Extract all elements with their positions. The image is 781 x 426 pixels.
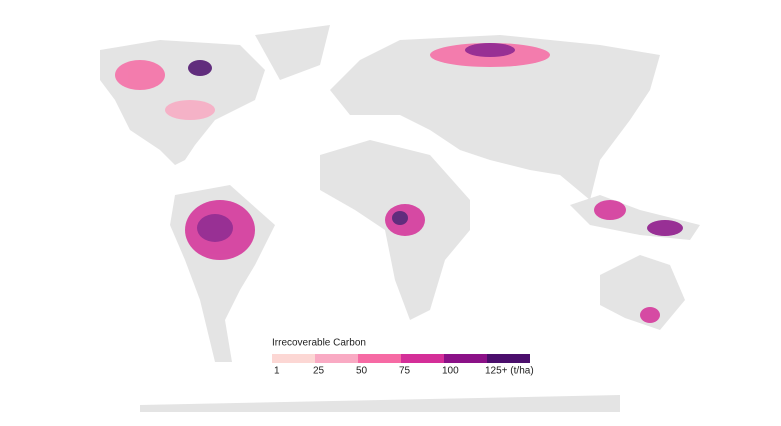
- carbon-overlay: [115, 43, 683, 323]
- borneo: [594, 200, 626, 220]
- legend: Irrecoverable Carbon 1 25 50 75 100 125+ (t/h…: [272, 338, 534, 377]
- eastern-us: [165, 100, 215, 120]
- legend-label: 100: [442, 366, 459, 377]
- siberia-core: [465, 43, 515, 57]
- legend-swatch: [401, 354, 444, 363]
- legend-label: 25: [313, 366, 325, 377]
- legend-label: 1: [274, 366, 280, 377]
- greenland: [255, 25, 330, 80]
- legend-title: Irrecoverable Carbon: [272, 338, 366, 349]
- legend-swatch: [272, 354, 315, 363]
- congo-core: [392, 211, 408, 225]
- legend-label: 50: [356, 366, 368, 377]
- indonesia: [570, 195, 700, 240]
- canada-west: [115, 60, 165, 90]
- legend-swatch: [487, 354, 530, 363]
- legend-swatch: [358, 354, 401, 363]
- se-australia: [640, 307, 660, 323]
- amazon-core: [197, 214, 233, 242]
- hudson-bay: [188, 60, 212, 76]
- australia: [600, 255, 685, 330]
- legend-swatch: [315, 354, 358, 363]
- eurasia: [330, 35, 660, 200]
- antarctica: [140, 395, 620, 412]
- legend-swatch: [444, 354, 487, 363]
- legend-label: 75: [399, 366, 411, 377]
- legend-label: 125+ (t/ha): [485, 366, 534, 377]
- new-guinea: [647, 220, 683, 236]
